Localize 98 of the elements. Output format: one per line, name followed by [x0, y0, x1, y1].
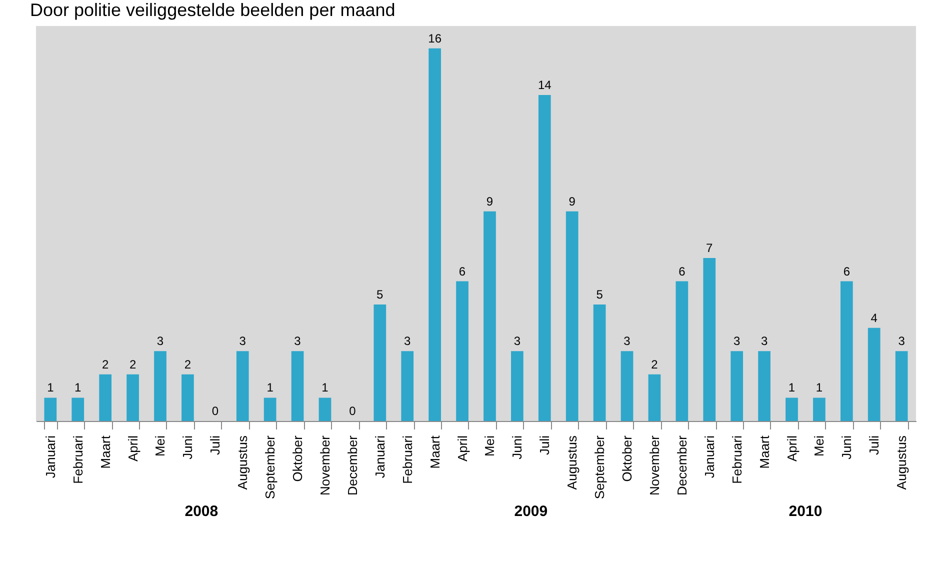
bar [786, 398, 798, 421]
bar [374, 304, 386, 421]
x-tick-label: Juli [208, 435, 223, 456]
x-tick-label: Februari [729, 435, 744, 484]
data-label: 3 [294, 334, 302, 348]
data-label: 9 [486, 194, 494, 208]
data-label: 1 [47, 380, 54, 395]
x-tick-label: Januari [372, 435, 388, 478]
text: 2008 [184, 503, 218, 520]
bar [813, 398, 826, 421]
data-label: 6 [678, 264, 686, 278]
data-label: 7 [706, 240, 714, 255]
x-tick-label: November [646, 434, 662, 496]
bar [99, 374, 112, 421]
bar [538, 94, 551, 421]
data-label: 1 [322, 380, 329, 395]
x-tick-label: Oktober [620, 434, 635, 482]
x-tick-label: April [784, 435, 800, 462]
data-label: 16 [428, 31, 442, 46]
x-tick-label: December [674, 434, 690, 496]
x-tick-label: Maart [427, 435, 442, 469]
bar [264, 398, 276, 421]
x-tick-label: September [592, 434, 608, 500]
data-label: 3 [404, 334, 412, 348]
bar [291, 351, 304, 421]
x-tick-label: Mei [812, 435, 827, 456]
data-label: 5 [376, 288, 384, 302]
data-label: 1 [788, 380, 796, 395]
data-label: 3 [514, 334, 521, 348]
x-tick-label: Januari [702, 435, 717, 478]
bar [484, 211, 496, 421]
data-label: 6 [843, 264, 850, 278]
bar [401, 351, 414, 421]
bar [840, 281, 853, 421]
x-tick-label: Mei [152, 435, 168, 456]
bar [428, 48, 441, 421]
data-label: 6 [458, 264, 466, 278]
data-label: 5 [596, 288, 604, 302]
x-tick-label: December [344, 434, 360, 496]
x-tick-label: Augustus [564, 435, 580, 490]
x-tick-label: Maart [756, 435, 772, 469]
text: 2010 [788, 503, 822, 520]
x-tick-label: Juli [866, 435, 882, 456]
data-label: 1 [74, 380, 82, 395]
data-label: 3 [156, 334, 164, 348]
data-label: 0 [349, 404, 356, 418]
bar [730, 351, 744, 421]
data-label: 3 [239, 334, 246, 348]
data-label: 0 [212, 404, 219, 418]
bar [154, 351, 166, 421]
x-tick-label: Augustus [894, 435, 910, 490]
bar [182, 374, 194, 421]
x-tick-label: Februari [400, 435, 415, 484]
x-tick-label: Juni [839, 435, 854, 460]
chart-title: Door politie veiliggestelde beelden per maand [30, 0, 396, 20]
x-tick-label: Juni [510, 435, 525, 460]
bar [72, 398, 84, 421]
bar [676, 281, 688, 421]
bar [868, 328, 880, 421]
data-label: 3 [760, 334, 768, 348]
data-label: 1 [266, 380, 274, 395]
bar [648, 374, 661, 421]
bar [126, 374, 139, 421]
bar [758, 351, 770, 421]
bar [456, 281, 468, 421]
bar [895, 351, 908, 421]
x-tick-label: Maart [98, 435, 113, 469]
bar [703, 258, 716, 421]
data-label: 3 [734, 334, 740, 348]
data-label: 14 [538, 78, 552, 92]
data-label: 9 [568, 194, 576, 208]
x-tick-label: September [262, 434, 278, 500]
data-label: 1 [816, 380, 823, 395]
data-label: 2 [651, 357, 658, 372]
bar [511, 351, 524, 421]
x-tick-label: Mei [482, 435, 498, 456]
data-label: 2 [129, 357, 136, 372]
bar [44, 398, 57, 421]
data-label: 2 [102, 357, 109, 372]
x-tick-label: Juni [180, 435, 196, 460]
text: 2009 [514, 503, 548, 520]
x-tick-label: Januari [42, 435, 58, 478]
x-tick-label: Oktober [290, 434, 306, 482]
bar [593, 304, 606, 421]
x-tick-label: April [454, 435, 470, 462]
x-tick-label: Juli [537, 435, 552, 456]
bar [620, 351, 634, 421]
bar [236, 351, 249, 421]
data-label: 3 [898, 334, 906, 348]
data-label: 3 [624, 334, 631, 348]
x-tick-label: Februari [70, 435, 86, 484]
x-tick-label: April [125, 435, 140, 462]
x-tick-label: Augustus [235, 435, 250, 490]
bar [318, 398, 332, 421]
data-label: 4 [870, 310, 878, 325]
data-label: 2 [184, 357, 192, 372]
x-tick-label: November [317, 434, 332, 496]
bar [566, 211, 578, 421]
